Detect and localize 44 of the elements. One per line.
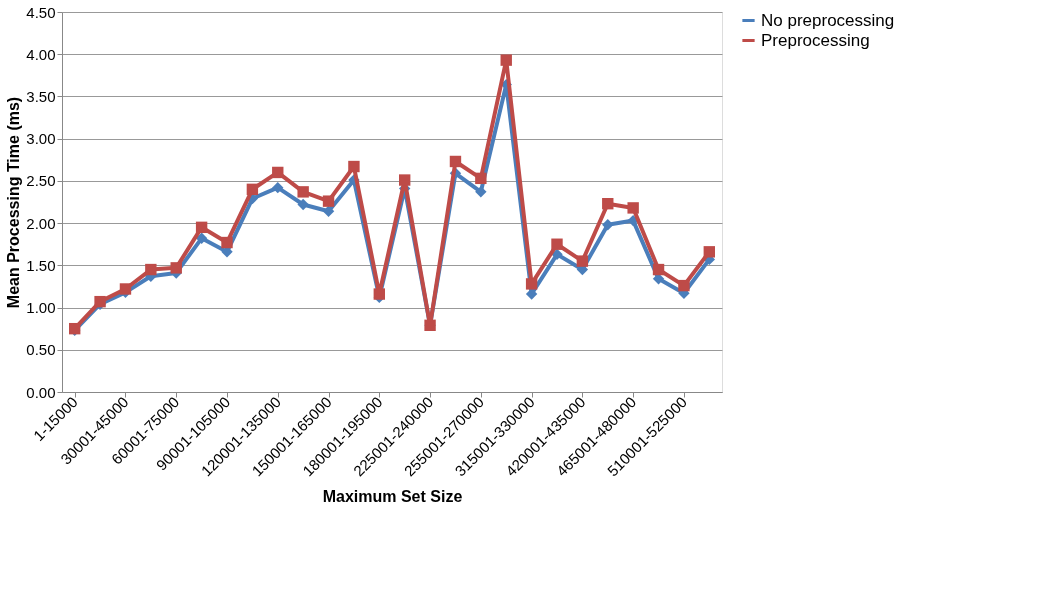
point xyxy=(652,263,665,276)
legend-label: No preprocessing xyxy=(761,10,895,30)
point xyxy=(145,263,157,276)
point xyxy=(398,174,411,186)
point xyxy=(525,278,538,290)
point xyxy=(627,202,639,214)
point xyxy=(297,186,309,198)
point xyxy=(551,248,563,261)
y-tick-label: 1.00 xyxy=(26,299,56,317)
y-tick-label: 2.50 xyxy=(26,172,56,190)
point xyxy=(475,186,487,198)
point xyxy=(500,54,512,66)
y-axis-title: Mean Processing Time (ms) xyxy=(5,96,23,309)
point xyxy=(297,198,309,211)
point xyxy=(602,219,614,231)
y-tick-label: 0.50 xyxy=(26,341,56,359)
y-tick-label: 4.50 xyxy=(26,3,56,21)
y-tick-label: 4.00 xyxy=(26,45,56,63)
point xyxy=(246,183,259,196)
point xyxy=(602,197,614,210)
legend-label: Preprocessing xyxy=(761,30,870,50)
y-tick-label: 1.50 xyxy=(26,256,56,274)
point xyxy=(703,246,716,258)
point xyxy=(576,255,589,267)
x-axis-title: Maximum Set Size xyxy=(322,488,463,506)
point xyxy=(322,195,335,207)
point xyxy=(551,238,563,250)
y-tick-label: 2.00 xyxy=(26,214,56,232)
point xyxy=(373,288,386,300)
y-tick-label: 3.00 xyxy=(26,130,56,148)
point xyxy=(272,166,284,179)
point xyxy=(195,221,208,234)
point xyxy=(272,181,284,194)
point xyxy=(221,236,233,249)
point xyxy=(348,160,360,173)
point xyxy=(449,155,462,168)
point xyxy=(195,232,208,245)
point xyxy=(475,172,487,185)
point xyxy=(119,283,132,295)
point xyxy=(322,205,335,217)
y-tick-label: 0.00 xyxy=(26,383,56,401)
point xyxy=(678,279,690,292)
y-tick-label: 3.50 xyxy=(26,87,56,105)
point xyxy=(170,262,182,274)
